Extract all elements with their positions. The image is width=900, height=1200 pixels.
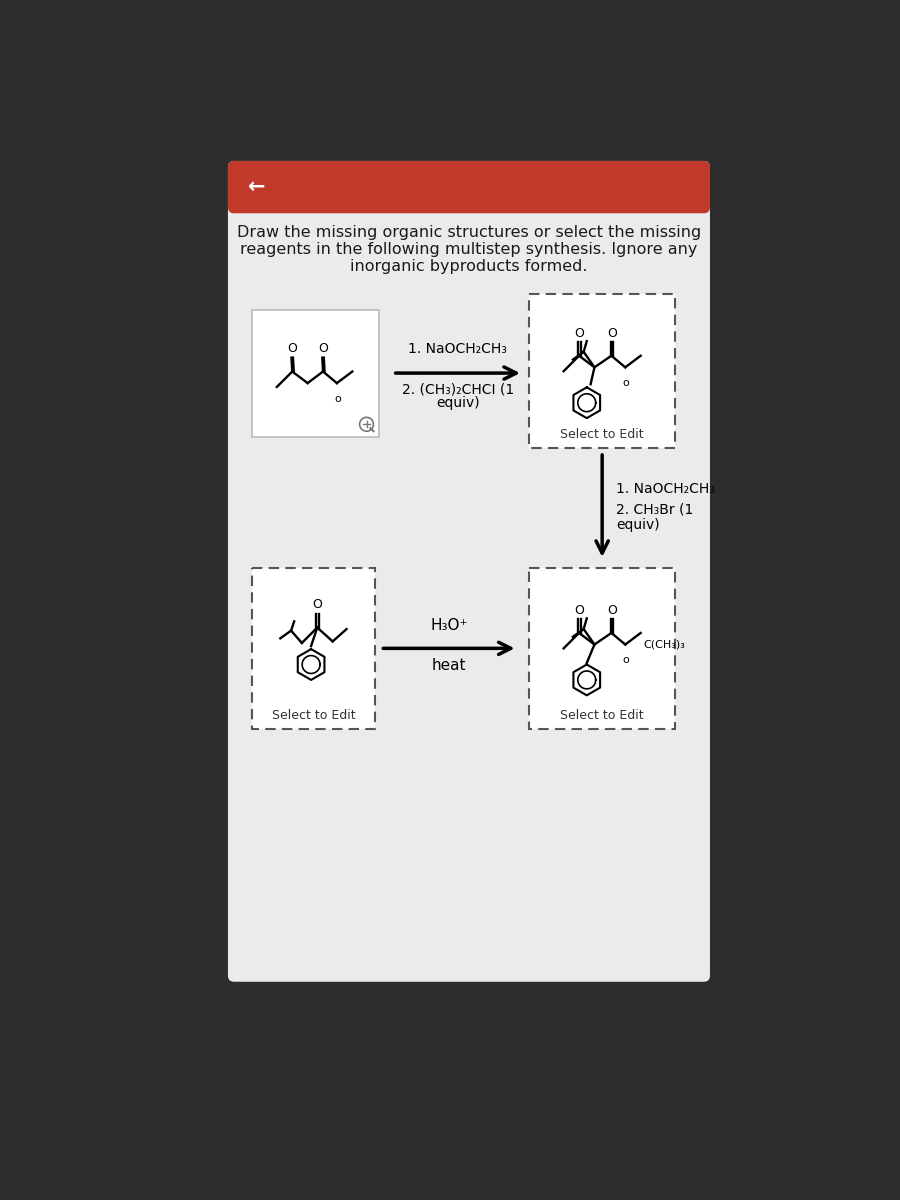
FancyBboxPatch shape [228,161,710,982]
Text: o: o [622,378,628,388]
Text: inorganic byproducts formed.: inorganic byproducts formed. [350,259,588,274]
Text: O: O [574,604,584,617]
Text: heat: heat [432,658,466,672]
Bar [529,294,675,448]
Text: Draw the missing organic structures or select the missing: Draw the missing organic structures or s… [237,224,701,240]
Text: equiv): equiv) [616,518,660,532]
Text: O: O [574,326,584,340]
Text: H₃O⁺: H₃O⁺ [430,618,468,632]
Text: reagents in the following multistep synthesis. Ignore any: reagents in the following multistep synt… [240,241,698,257]
Text: O: O [288,342,298,355]
Text: C(CH₃)₃: C(CH₃)₃ [644,640,686,649]
Text: O: O [312,599,322,611]
Bar [529,568,675,730]
Text: 1. NaOCH₂CH₃: 1. NaOCH₂CH₃ [616,482,715,496]
Text: O: O [319,342,328,355]
Text: O: O [607,604,616,617]
Bar [252,310,379,437]
Text: O: O [607,326,616,340]
Text: o: o [622,655,628,665]
Text: ←: ← [248,178,266,197]
Text: o: o [334,394,341,404]
Text: 1. NaOCH₂CH₃: 1. NaOCH₂CH₃ [409,342,508,356]
Text: equiv): equiv) [436,396,480,410]
Bar [234,167,704,208]
Text: Select to Edit: Select to Edit [272,709,356,722]
Text: Select to Edit: Select to Edit [561,709,644,722]
Bar [252,568,375,730]
FancyBboxPatch shape [228,161,710,214]
Text: 2. (CH₃)₂CHCI (1: 2. (CH₃)₂CHCI (1 [401,383,514,396]
Text: Select to Edit: Select to Edit [561,427,644,440]
Text: 2. CH₃Br (1: 2. CH₃Br (1 [616,503,693,517]
